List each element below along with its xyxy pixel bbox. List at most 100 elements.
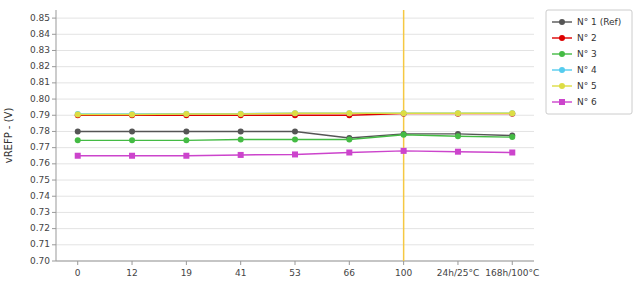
x-tick [457,261,458,265]
x-tick [186,261,187,265]
y-tick [52,196,56,197]
grid-line [56,147,534,148]
point [292,151,298,157]
y-axis-line [56,10,57,261]
series [75,148,516,159]
grid-line [56,34,534,35]
legend-label: N° 2 [577,33,597,43]
x-tick-label: 12 [126,268,137,278]
y-tick [52,82,56,83]
legend-item: N° 2 [552,33,597,43]
point [238,111,244,117]
point [455,111,461,117]
point [129,137,135,143]
point [346,110,352,116]
point [183,153,189,159]
grid-line [56,212,534,213]
legend-marker [559,67,565,73]
x-tick-label: 24h/25°C [437,268,479,278]
point [455,110,461,116]
point [75,153,81,159]
y-tick-label: 0.84 [30,29,50,39]
point [75,128,81,134]
series [75,132,516,144]
y-tick-label: 0.80 [30,94,50,104]
point [455,110,461,116]
point [346,137,352,143]
point [238,111,244,117]
x-tick-label: 0 [75,268,81,278]
legend-marker [559,99,565,105]
point [509,150,515,156]
y-tick [52,261,56,262]
y-tick [52,34,56,35]
y-tick [52,244,56,245]
y-axis: 0.700.710.720.730.740.750.760.770.780.79… [30,13,534,266]
point [238,128,244,134]
legend-item: N° 6 [552,97,597,107]
legend-item: N° 5 [552,81,597,91]
y-tick-label: 0.82 [30,61,50,71]
x-tick-label: 66 [344,268,356,278]
series [75,110,516,117]
grid-line [56,196,534,197]
point [509,110,515,116]
y-tick-label: 0.85 [30,13,50,23]
x-tick [349,261,350,265]
point [129,111,135,117]
point [292,110,298,116]
grid-line [56,99,534,100]
y-tick-label: 0.77 [30,142,50,152]
legend-label: N° 6 [577,97,597,107]
legend-marker [559,35,565,41]
point [238,137,244,143]
legend: N° 1 (Ref)N° 2N° 3N° 4N° 5N° 6 [546,10,632,114]
point [75,111,81,117]
y-tick-label: 0.78 [30,126,50,136]
point [238,152,244,158]
x-tick-label: 53 [289,268,300,278]
legend-label: N° 1 (Ref) [577,17,621,27]
legend-box [546,10,632,114]
point [401,110,407,116]
y-tick [52,212,56,213]
x-tick-label: 100 [395,268,412,278]
y-tick [52,180,56,181]
point [183,128,189,134]
chart: 0.700.710.720.730.740.750.760.770.780.79… [0,0,638,287]
y-tick [52,66,56,67]
x-tick [240,261,241,265]
y-tick [52,18,56,19]
point [129,111,135,117]
point [129,153,135,159]
grid-line [56,244,534,245]
y-tick [52,99,56,100]
y-tick-label: 0.81 [30,77,50,87]
grid-line [56,18,534,19]
point [509,111,515,117]
legend-marker [559,51,565,57]
point [75,112,81,118]
grid-line [56,261,534,262]
point [509,110,515,116]
legend-label: N° 3 [577,49,597,59]
grid-line [56,163,534,164]
y-tick-label: 0.75 [30,175,50,185]
point [401,131,407,137]
legend-marker [559,83,565,89]
y-tick-label: 0.74 [30,191,50,201]
x-tick-label: 41 [235,268,246,278]
series [75,110,516,117]
point [75,137,81,143]
point [183,111,189,117]
y-tick-label: 0.76 [30,158,50,168]
grid-line [56,180,534,181]
grid-line [56,66,534,67]
y-tick-label: 0.71 [30,239,50,249]
legend-label: N° 5 [577,81,597,91]
y-tick-label: 0.72 [30,223,50,233]
point [292,137,298,143]
point [509,134,515,140]
x-tick [295,261,296,265]
series [75,111,516,119]
